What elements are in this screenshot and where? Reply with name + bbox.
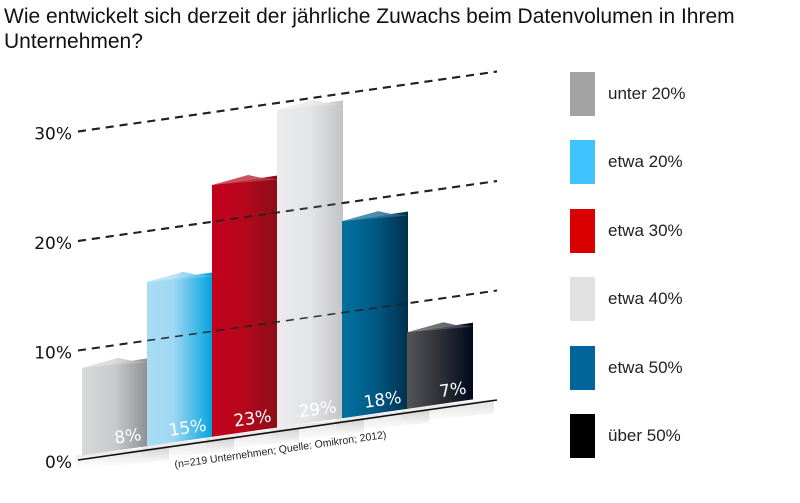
legend-item: über 50% xyxy=(570,414,790,458)
bar xyxy=(271,99,364,442)
legend-item: etwa 20% xyxy=(570,140,790,184)
bar-top-highlight xyxy=(212,174,278,185)
bar-top-highlight xyxy=(342,211,408,222)
value-label: 8% xyxy=(113,425,143,449)
y-axis-ticks: 0% 10% 20% 30% xyxy=(34,125,72,474)
bar-top-highlight xyxy=(407,322,473,333)
legend-label: etwa 50% xyxy=(608,358,683,377)
bars xyxy=(76,99,494,470)
legend-item: etwa 50% xyxy=(570,346,790,390)
bar-top xyxy=(342,211,408,222)
bar-chart: 0%10%20%30% 8% 15% 23% 29% 18% 7% (n=219 Unte… xyxy=(34,70,498,474)
legend-label: etwa 40% xyxy=(608,289,683,308)
bar-front xyxy=(342,211,408,419)
legend-swatch xyxy=(570,140,595,184)
bar-front xyxy=(82,358,148,456)
bar-front xyxy=(147,272,213,447)
legend-swatch xyxy=(570,414,595,458)
bar-front xyxy=(277,100,343,428)
bar-top xyxy=(147,271,213,282)
legend-item: etwa 40% xyxy=(570,277,790,321)
front-gridlines xyxy=(77,70,498,352)
gridline-front xyxy=(77,180,498,242)
y-tick-label: 30% xyxy=(34,125,72,145)
legend-item: unter 20% xyxy=(570,72,790,116)
bar-top-highlight xyxy=(82,357,148,368)
legend-label: etwa 20% xyxy=(608,152,683,171)
bar-front xyxy=(407,322,473,409)
bar-top xyxy=(82,357,148,368)
legend-swatch xyxy=(570,346,595,390)
gridline-front xyxy=(77,289,498,352)
bar-top-highlight xyxy=(147,271,213,282)
y-tick-label: 20% xyxy=(34,234,72,254)
legend-item: etwa 30% xyxy=(570,209,790,253)
legend-swatch xyxy=(570,209,595,253)
bar-top-highlight xyxy=(277,99,343,110)
legend-label: unter 20% xyxy=(608,84,686,103)
bar-top xyxy=(277,99,343,110)
bar-front xyxy=(212,175,278,437)
bar-top xyxy=(212,174,278,185)
gridline-front xyxy=(77,70,498,133)
y-tick-label: 10% xyxy=(34,344,72,364)
y-tick-label: 0% xyxy=(45,453,72,473)
legend-swatch xyxy=(570,277,595,321)
bar-top xyxy=(407,322,473,333)
legend-label: über 50% xyxy=(608,426,681,445)
legend-label: etwa 30% xyxy=(608,221,683,240)
bar xyxy=(401,322,494,423)
value-label: 7% xyxy=(438,379,468,403)
bar-shadow xyxy=(401,399,494,423)
legend-swatch xyxy=(570,72,595,116)
chart-title: Wie entwickelt sich derzeit der jährlich… xyxy=(4,5,735,53)
